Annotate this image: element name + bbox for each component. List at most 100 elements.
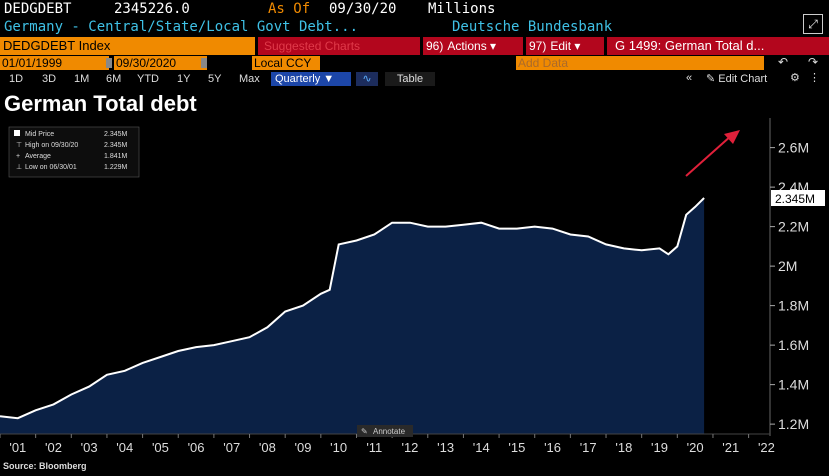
annotate-label: Annotate: [373, 427, 406, 436]
edit-menu-button[interactable]: 97) Edit ▾: [526, 37, 604, 55]
x-tick-label: '21: [722, 440, 739, 455]
as-of-label: As Of: [268, 1, 311, 17]
legend-low-label: Low on 06/30/01: [25, 164, 77, 171]
x-tick-label: '20: [687, 440, 704, 455]
actions-label: Actions ▾: [447, 39, 497, 53]
data-source-name: Deutsche Bundesbank: [452, 19, 613, 35]
security-description: Germany - Central/State/Local Govt Debt.…: [4, 19, 359, 35]
edit-chart-label: Edit Chart: [718, 73, 768, 85]
legend-average-label: Average: [25, 153, 51, 160]
as-of-date: 09/30/20: [329, 1, 397, 17]
annotate-button[interactable]: ✎ Annotate: [357, 425, 413, 437]
x-tick-label: '09: [295, 440, 312, 455]
legend-box: Mid Price 2.345M ⊤ High on 09/30/20 2.34…: [8, 126, 140, 178]
x-tick-label: '02: [45, 440, 62, 455]
x-tick-label: '17: [580, 440, 597, 455]
period-3d[interactable]: 3D: [42, 73, 57, 85]
y-tick-label: 1.8M: [778, 298, 809, 314]
legend-frame: [8, 126, 140, 178]
units-label: Millions: [428, 1, 496, 17]
legend-high-label: High on 09/30/20: [25, 142, 78, 149]
series-line: [0, 197, 705, 420]
x-tick-label: '11: [366, 440, 382, 455]
edit-number: 97): [529, 39, 547, 53]
x-tick-label: '03: [81, 440, 98, 455]
edit-label: Edit ▾: [550, 39, 581, 53]
window-expand-icon[interactable]: ⤢: [803, 14, 823, 34]
legend-average-icon: +: [16, 153, 20, 160]
x-tick-label: '19: [651, 440, 668, 455]
add-data-input[interactable]: Add Data: [516, 56, 764, 70]
period-5y[interactable]: 5Y: [208, 73, 222, 85]
actions-menu-button[interactable]: 96) Actions ▾: [423, 37, 523, 55]
last-value-label: 2.345M: [775, 192, 815, 206]
frequency-select[interactable]: Quarterly ▼: [271, 72, 351, 86]
legend-average-value: 1.841M: [104, 153, 128, 160]
period-1d[interactable]: 1D: [9, 73, 24, 85]
y-tick-label: 1.4M: [778, 377, 809, 393]
end-date-input[interactable]: 09/30/2020: [114, 56, 207, 70]
annotate-frame: [357, 425, 413, 437]
table-button[interactable]: Table: [385, 72, 435, 86]
period-6m[interactable]: 6M: [106, 73, 122, 85]
legend-mid-value: 2.345M: [104, 131, 128, 138]
x-tick-label: '07: [223, 440, 240, 455]
last-value-tag: 2.345M: [771, 190, 825, 206]
line-chart-icon[interactable]: ∿: [356, 72, 378, 86]
x-tick-label: '10: [330, 440, 347, 455]
legend-swatch-mid: [14, 130, 20, 136]
legend-mid-label: Mid Price: [25, 131, 54, 138]
x-tick-label: '06: [188, 440, 205, 455]
x-tick-label: '08: [259, 440, 276, 455]
trend-arrow-shaft: [685, 134, 733, 177]
edit-chart-button[interactable]: ✎ Edit Chart: [706, 72, 767, 85]
x-tick-label: '13: [437, 440, 454, 455]
period-max[interactable]: Max: [239, 73, 260, 85]
legend-low-value: 1.229M: [104, 164, 128, 171]
source-footer: Source: Bloomberg: [3, 461, 87, 471]
more-options-icon[interactable]: ⋮: [809, 72, 820, 84]
y-tick-label: 2M: [778, 258, 797, 274]
period-1m[interactable]: 1M: [74, 73, 90, 85]
x-tick-label: '14: [473, 440, 490, 455]
x-tick-label: '22: [758, 440, 775, 455]
command-toolbar: DEDGDEBT Index Suggested Charts 96) Actio…: [0, 37, 829, 55]
x-tick-label: '16: [544, 440, 561, 455]
y-tick-label: 2.2M: [778, 219, 809, 235]
calendar-icon[interactable]: [201, 58, 207, 68]
trend-arrow-head: [724, 130, 740, 144]
x-tick-label: '05: [152, 440, 169, 455]
legend-high-value: 2.345M: [104, 142, 128, 149]
legend-low-icon: ⊥: [16, 164, 22, 171]
last-value-box: [771, 190, 825, 206]
legend-high-icon: ⊤: [16, 142, 22, 149]
gear-icon[interactable]: ⚙: [790, 72, 800, 84]
x-tick-label: '01: [9, 440, 26, 455]
calendar-icon[interactable]: [106, 58, 112, 68]
area-fill: [0, 198, 705, 434]
annotate-pencil-icon: ✎: [361, 427, 368, 436]
collapse-icon[interactable]: «: [686, 72, 693, 84]
start-date-input[interactable]: 01/01/1999: [0, 56, 109, 70]
x-tick-label: '15: [508, 440, 525, 455]
period-ytd[interactable]: YTD: [137, 73, 159, 85]
trend-arrow-icon: [685, 130, 740, 177]
redo-icon[interactable]: ↷: [808, 55, 819, 69]
chart-title: German Total debt: [4, 91, 197, 116]
ticker-symbol: DEDGDEBT: [4, 1, 72, 17]
period-toolbar: 1D 3D 1M 6M YTD 1Y 5Y Max Quarterly ▼ ∿ …: [0, 71, 829, 87]
undo-icon[interactable]: ↶: [778, 55, 789, 69]
chart-name-field[interactable]: G 1499: German Total d...: [607, 37, 829, 55]
last-value: 2345226.0: [114, 1, 190, 17]
x-tick-label: '18: [615, 440, 632, 455]
y-tick-label: 1.2M: [778, 416, 809, 432]
period-1y[interactable]: 1Y: [177, 73, 191, 85]
y-tick-label: 2.6M: [778, 140, 809, 156]
suggested-charts-button[interactable]: Suggested Charts: [258, 37, 420, 55]
y-tick-label: 1.6M: [778, 337, 809, 353]
actions-number: 96): [426, 39, 444, 53]
date-toolbar: 01/01/1999 09/30/2020 Local CCY Add Data…: [0, 55, 829, 71]
security-field[interactable]: DEDGDEBT Index: [0, 37, 255, 55]
currency-select[interactable]: Local CCY: [252, 56, 320, 70]
